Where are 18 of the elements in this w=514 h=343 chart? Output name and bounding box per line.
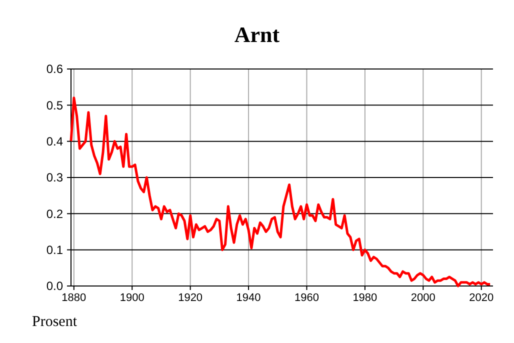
x-tick-label: 1900 — [120, 292, 144, 304]
y-tick-label: 0.0 — [46, 279, 64, 294]
x-tick-label: 1980 — [352, 292, 378, 304]
y-tick-label: 0.4 — [46, 134, 64, 149]
x-tick-label: 2000 — [410, 292, 436, 304]
y-tick-label: 0.6 — [46, 62, 64, 76]
y-tick-label: 0.1 — [46, 243, 64, 258]
chart-title: Arnt — [234, 22, 280, 47]
line-series — [70, 96, 492, 288]
x-tick-label: 1940 — [236, 292, 261, 304]
x-tick-label: 1880 — [62, 292, 86, 304]
x-tick-label: 2020 — [469, 292, 494, 304]
y-axis-title: Prosent — [32, 314, 78, 330]
y-tick-label: 0.5 — [46, 98, 64, 112]
x-tick-label: 1920 — [178, 292, 203, 304]
y-tick-label: 0.3 — [46, 170, 64, 185]
x-tick-label: 1960 — [294, 292, 319, 304]
y-tick-label: 0.2 — [46, 206, 64, 221]
